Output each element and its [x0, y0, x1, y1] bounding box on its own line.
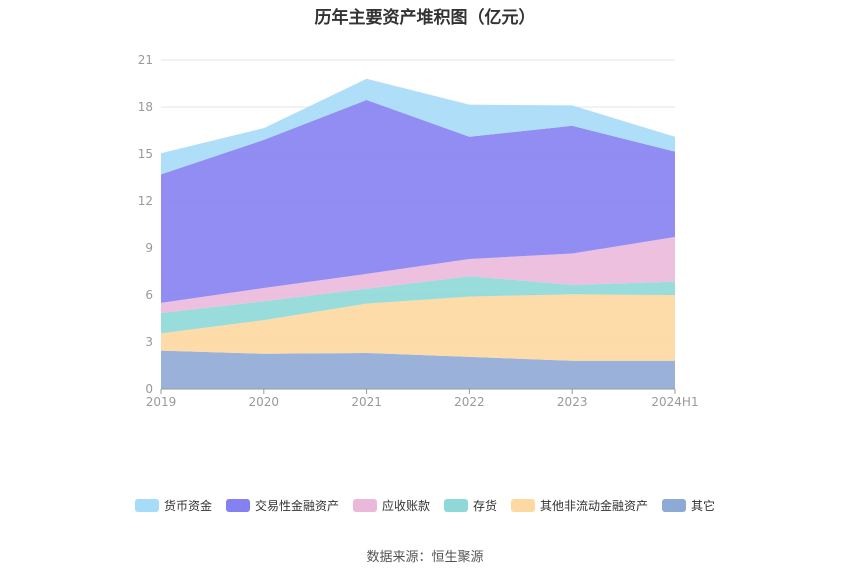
series-area	[161, 78, 675, 175]
y-tick-label: 9	[145, 241, 153, 255]
x-tick-label: 2020	[249, 395, 280, 409]
x-tick-label: 2019	[146, 395, 177, 409]
series-area	[161, 237, 675, 314]
series-area	[161, 294, 675, 361]
legend-item[interactable]: 应收账款	[352, 497, 430, 514]
y-tick-label: 21	[138, 53, 153, 67]
x-tick-label: 2021	[351, 395, 382, 409]
legend-item[interactable]: 交易性金融资产	[225, 497, 339, 514]
chart-legend: 货币资金 交易性金融资产 应收账款 存货 其他非流动金融资产 其它	[0, 497, 850, 514]
y-tick-label: 0	[145, 382, 153, 396]
y-tick-label: 15	[138, 147, 153, 161]
data-source: 数据来源：恒生聚源	[366, 550, 484, 565]
x-tick-label: 2024H1	[651, 395, 698, 409]
x-tick-label: 2022	[454, 395, 485, 409]
legend-label: 其他非流动金融资产	[540, 499, 649, 513]
y-tick-label: 6	[145, 288, 153, 302]
legend-swatch	[511, 499, 536, 512]
x-tick-label: 2023	[557, 395, 588, 409]
legend-item[interactable]: 其他非流动金融资产	[511, 497, 648, 514]
legend-item[interactable]: 货币资金	[134, 497, 212, 514]
legend-swatch	[134, 499, 159, 512]
legend-swatch	[225, 499, 250, 512]
legend-swatch	[444, 499, 468, 512]
legend-label: 存货	[473, 499, 498, 513]
legend-item[interactable]: 存货	[444, 497, 497, 514]
y-tick-label: 12	[138, 194, 153, 208]
legend-label: 应收账款	[381, 499, 430, 513]
y-tick-label: 18	[138, 100, 153, 114]
legend-label: 交易性金融资产	[254, 499, 339, 513]
legend-swatch	[662, 499, 687, 512]
legend-label: 其它	[691, 499, 716, 513]
legend-swatch	[352, 499, 377, 512]
series-area	[161, 99, 675, 303]
y-tick-label: 3	[145, 335, 153, 349]
legend-item[interactable]: 其它	[662, 497, 715, 514]
series-area	[161, 350, 675, 389]
stacked-area-chart: 0 3 6 9 12 15 18 21 2019 2020 2021 2022 2023 2024H1	[138, 53, 699, 409]
legend-label: 货币资金	[163, 499, 212, 513]
series-area	[161, 276, 675, 334]
chart-title: 历年主要资产堆积图（亿元）	[314, 8, 536, 28]
